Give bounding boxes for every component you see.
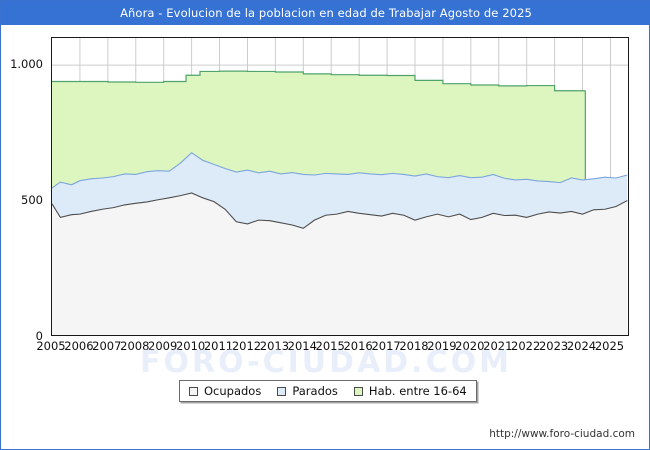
chart-legend: Ocupados Parados Hab. entre 16-64 <box>179 380 477 402</box>
x-tick-label: 2005 <box>36 339 66 353</box>
legend-label: Parados <box>292 384 338 398</box>
x-tick-label: 2015 <box>315 339 345 353</box>
x-tick-label: 2022 <box>511 339 541 353</box>
x-tick-label: 2017 <box>371 339 401 353</box>
plot-frame <box>51 37 629 336</box>
x-tick-label: 2016 <box>343 339 373 353</box>
x-tick-label: 2013 <box>259 339 290 353</box>
x-axis-labels: 2005 2006 2007 2008 2009 2010 2011 2012 2013 2014… <box>1 339 650 357</box>
legend-swatch-icon <box>277 386 287 396</box>
chart-canvas <box>52 38 628 335</box>
y-axis-labels: 0 500 1.000 <box>1 37 47 343</box>
legend-item[interactable]: Parados <box>277 384 338 398</box>
legend-swatch-icon <box>353 386 363 396</box>
x-tick-label: 2007 <box>92 339 122 353</box>
x-tick-label: 2018 <box>399 339 429 353</box>
plot-area <box>51 37 629 336</box>
legend-item[interactable]: Hab. entre 16-64 <box>353 384 467 398</box>
y-tick-label: 0 <box>35 329 43 343</box>
x-tick-label: 2024 <box>566 339 597 353</box>
x-tick-label: 2019 <box>427 339 457 353</box>
x-tick-label: 2025 <box>594 339 625 353</box>
legend-item[interactable]: Ocupados <box>189 384 261 398</box>
y-tick-label: 500 <box>21 193 43 208</box>
x-tick-label: 2020 <box>455 339 485 353</box>
x-tick-label: 2008 <box>120 339 150 353</box>
x-tick-label: 2014 <box>287 339 317 353</box>
x-tick-label: 2012 <box>231 339 262 353</box>
x-tick-label: 2009 <box>148 339 178 353</box>
legend-label: Ocupados <box>204 384 262 398</box>
x-tick-label: 2011 <box>203 339 234 353</box>
x-tick-label: 2010 <box>175 339 206 353</box>
source-url: http://www.foro-ciudad.com <box>489 428 635 440</box>
x-tick-label: 2021 <box>483 339 513 353</box>
y-tick-label: 1.000 <box>10 57 43 72</box>
legend-label: Hab. entre 16-64 <box>368 384 467 398</box>
x-tick-label: 2006 <box>64 339 94 353</box>
legend-swatch-icon <box>189 386 198 396</box>
window-title: Añora - Evolucion de la poblacion en eda… <box>1 1 650 25</box>
x-tick-label: 2023 <box>538 339 569 353</box>
